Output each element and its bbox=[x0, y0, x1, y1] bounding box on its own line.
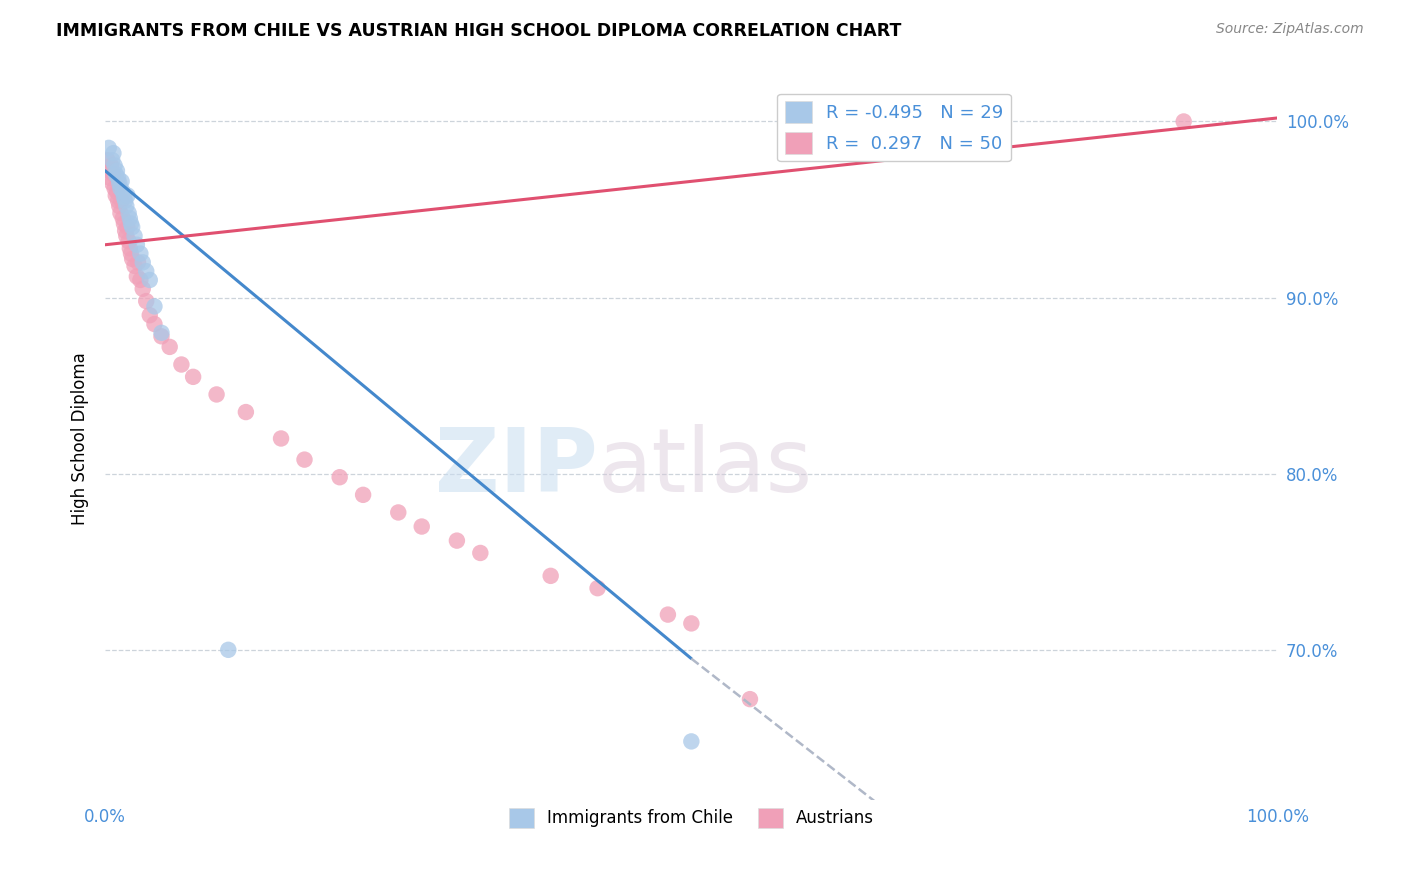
Point bbox=[139, 308, 162, 322]
Point bbox=[143, 317, 166, 331]
Point bbox=[181, 369, 204, 384]
Point bbox=[101, 176, 124, 190]
Text: atlas: atlas bbox=[598, 424, 813, 511]
Point bbox=[118, 241, 141, 255]
Point bbox=[117, 220, 139, 235]
Point bbox=[129, 246, 152, 260]
Point bbox=[127, 255, 149, 269]
Point bbox=[103, 167, 125, 181]
Point bbox=[352, 488, 374, 502]
Point bbox=[114, 224, 136, 238]
Point bbox=[270, 432, 292, 446]
Point bbox=[540, 569, 562, 583]
Point bbox=[681, 734, 703, 748]
Point bbox=[120, 246, 142, 260]
Point bbox=[120, 217, 142, 231]
Point bbox=[112, 217, 135, 231]
Point bbox=[143, 299, 166, 313]
Text: Source: ZipAtlas.com: Source: ZipAtlas.com bbox=[1216, 22, 1364, 37]
Point bbox=[118, 206, 141, 220]
Point bbox=[470, 546, 492, 560]
Point bbox=[132, 255, 155, 269]
Point bbox=[104, 188, 127, 202]
Point bbox=[100, 159, 122, 173]
Point bbox=[170, 358, 193, 372]
Point bbox=[111, 194, 134, 208]
Point bbox=[97, 163, 120, 178]
Point bbox=[681, 616, 703, 631]
Point bbox=[657, 607, 679, 622]
Point bbox=[110, 206, 132, 220]
Point bbox=[124, 259, 146, 273]
Point bbox=[159, 340, 181, 354]
Point bbox=[108, 199, 131, 213]
Point bbox=[111, 174, 134, 188]
Point bbox=[112, 190, 135, 204]
Point bbox=[150, 326, 173, 340]
Point bbox=[1173, 114, 1195, 128]
Point bbox=[97, 141, 120, 155]
Text: ZIP: ZIP bbox=[434, 424, 598, 511]
Point bbox=[387, 505, 409, 519]
Point bbox=[104, 159, 127, 173]
Point bbox=[103, 146, 125, 161]
Point bbox=[104, 181, 127, 195]
Point bbox=[115, 199, 138, 213]
Point bbox=[111, 211, 134, 226]
Point bbox=[135, 294, 157, 309]
Point bbox=[294, 452, 316, 467]
Text: IMMIGRANTS FROM CHILE VS AUSTRIAN HIGH SCHOOL DIPLOMA CORRELATION CHART: IMMIGRANTS FROM CHILE VS AUSTRIAN HIGH S… bbox=[56, 22, 901, 40]
Point bbox=[98, 170, 121, 185]
Point bbox=[114, 194, 136, 208]
Point bbox=[205, 387, 228, 401]
Point bbox=[411, 519, 433, 533]
Point bbox=[329, 470, 352, 484]
Point bbox=[586, 581, 609, 595]
Point bbox=[118, 211, 141, 226]
Point bbox=[108, 176, 131, 190]
Point bbox=[101, 153, 124, 168]
Point bbox=[105, 163, 128, 178]
Point bbox=[129, 273, 152, 287]
Point bbox=[217, 643, 239, 657]
Point bbox=[121, 252, 143, 266]
Point bbox=[107, 170, 129, 185]
Point bbox=[132, 282, 155, 296]
Point bbox=[125, 237, 148, 252]
Y-axis label: High School Diploma: High School Diploma bbox=[72, 352, 89, 524]
Point bbox=[96, 153, 118, 168]
Point bbox=[104, 167, 127, 181]
Point bbox=[446, 533, 468, 548]
Point bbox=[738, 692, 761, 706]
Point bbox=[107, 194, 129, 208]
Point bbox=[150, 329, 173, 343]
Point bbox=[124, 229, 146, 244]
Legend: Immigrants from Chile, Austrians: Immigrants from Chile, Austrians bbox=[502, 801, 880, 835]
Point bbox=[125, 269, 148, 284]
Point bbox=[121, 220, 143, 235]
Point bbox=[139, 273, 162, 287]
Point bbox=[235, 405, 257, 419]
Point bbox=[105, 185, 128, 199]
Point bbox=[118, 234, 141, 248]
Point bbox=[110, 181, 132, 195]
Point bbox=[115, 229, 138, 244]
Point bbox=[135, 264, 157, 278]
Point bbox=[111, 185, 134, 199]
Point bbox=[117, 188, 139, 202]
